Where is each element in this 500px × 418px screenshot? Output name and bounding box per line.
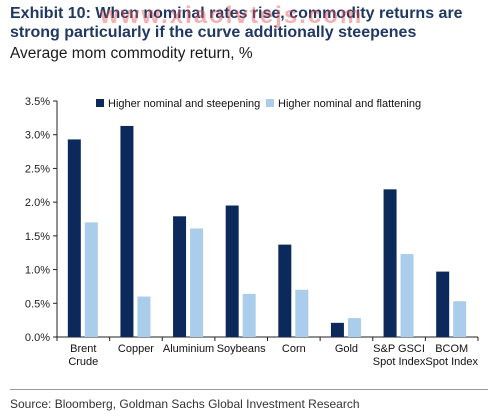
y-tick-label: 1.0% [25, 265, 50, 277]
bar-steepening [225, 205, 239, 337]
y-tick-label: 0.0% [25, 332, 50, 344]
x-tick-label: BCOM Spot Index [425, 343, 478, 368]
legend-label: Higher nominal and flattening [278, 98, 421, 110]
y-tick-label: 1.5% [25, 231, 50, 243]
bar-flattening [400, 254, 414, 337]
chart-title: Exhibit 10: When nominal rates rise, com… [10, 5, 463, 41]
bar-steepening [67, 139, 81, 337]
bar-steepening [436, 271, 450, 337]
bar-steepening [173, 216, 187, 337]
bar-flattening [295, 289, 309, 337]
y-tick-label: 2.0% [25, 197, 50, 209]
x-tick-label: Copper [118, 343, 154, 355]
x-tick-label: Brent Crude [68, 343, 98, 368]
bar-steepening [278, 244, 292, 337]
x-tick-label: Gold [335, 343, 358, 355]
bar-steepening [330, 322, 344, 337]
bar-flattening [347, 318, 361, 337]
legend-swatch [266, 99, 274, 107]
legend-swatch [96, 99, 104, 107]
bar-flattening [84, 222, 98, 337]
y-tick-label: 3.5% [25, 96, 50, 108]
bar-flattening [137, 296, 151, 337]
source-note: Source: Bloomberg, Goldman Sachs Global … [10, 397, 360, 411]
y-tick-label: 3.0% [25, 130, 50, 142]
bar-steepening [120, 125, 134, 337]
watermark: www.xiaolvtejs.com [100, 2, 364, 29]
y-tick-label: 0.5% [25, 298, 50, 310]
chart-subtitle: Average mom commodity return, % [10, 45, 253, 62]
y-tick-label: 2.5% [25, 163, 50, 175]
x-tick-label: Soybeans [217, 343, 266, 355]
x-tick-label: Corn [282, 343, 306, 355]
x-tick-label: S&P GSCI Spot Index [373, 343, 426, 368]
source-divider [10, 389, 488, 390]
bar-flattening [453, 301, 467, 337]
legend-label: Higher nominal and steepening [108, 98, 260, 110]
x-tick-label: Aluminium [163, 343, 214, 355]
bar-flattening [190, 228, 204, 337]
bar-steepening [383, 189, 397, 337]
bar-flattening [242, 293, 256, 337]
